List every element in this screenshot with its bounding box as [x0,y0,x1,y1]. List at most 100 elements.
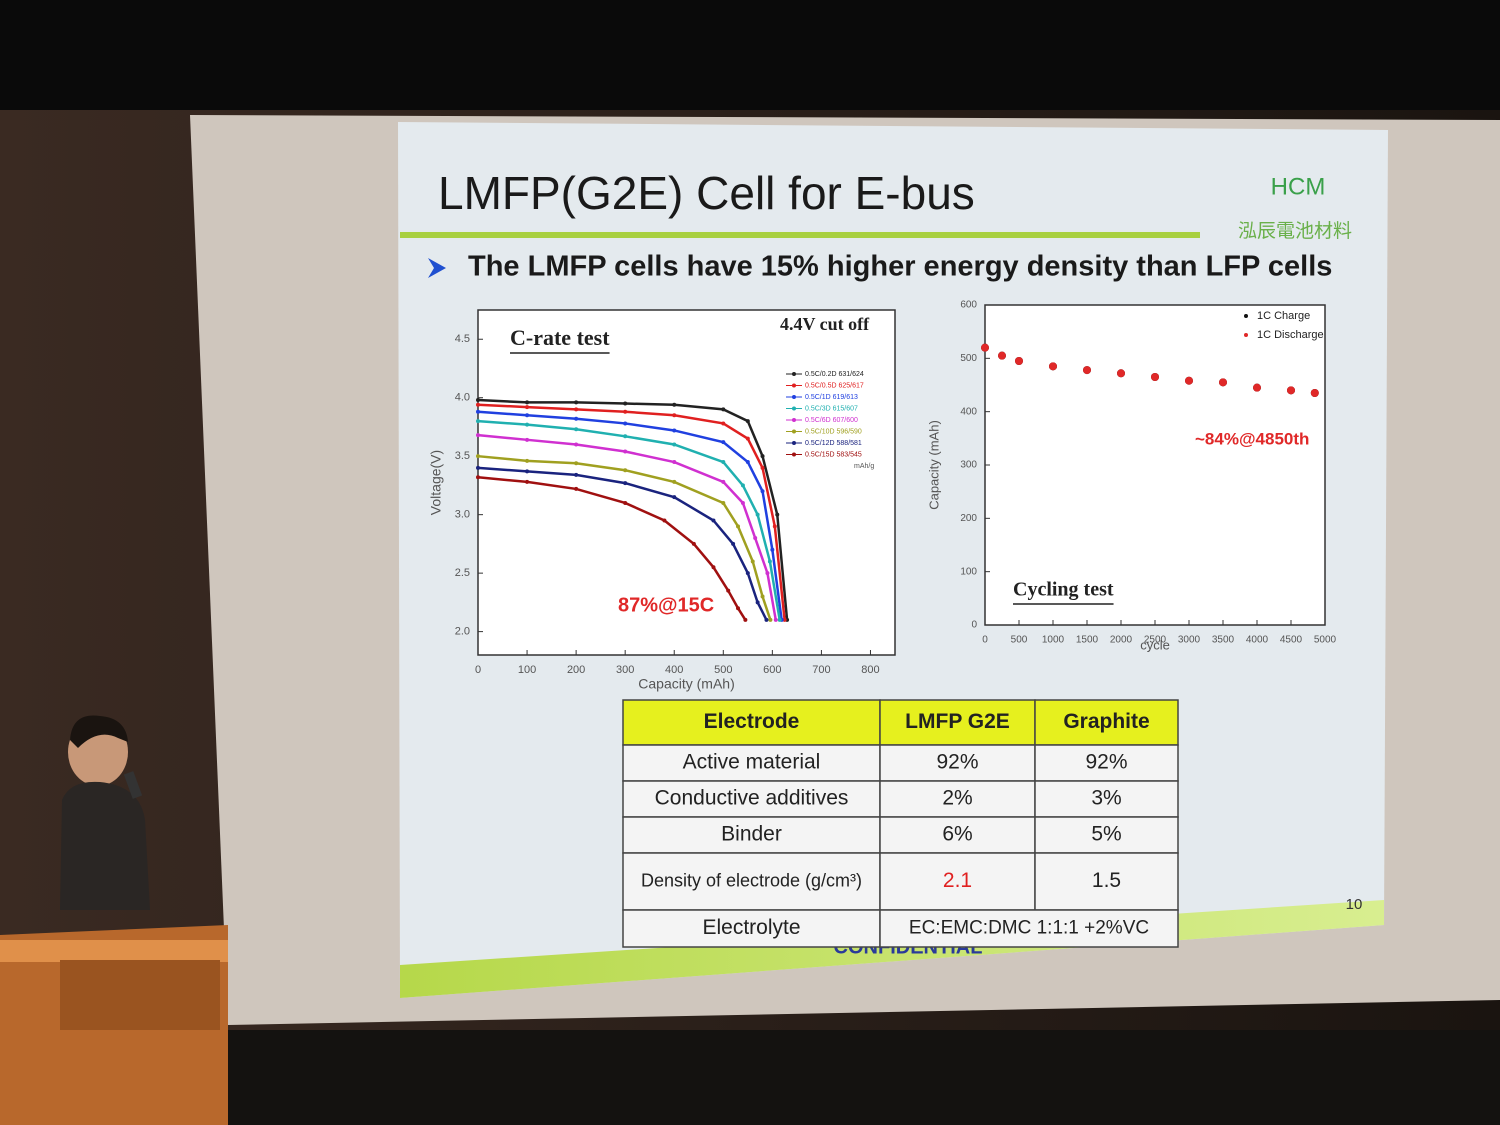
data-point [755,600,760,605]
data-point [476,465,480,470]
data-point [1253,383,1261,392]
table-cell [879,780,1036,818]
data-point [672,402,677,407]
data-point [736,524,741,529]
x-tick-label: 5000 [1314,635,1337,646]
legend-marker [1244,314,1248,318]
data-point [525,479,530,484]
x-tick-label: 3000 [1178,635,1201,646]
table-cell [1034,780,1179,818]
table-text: Electrode [704,710,800,733]
data-point [765,571,770,576]
table-text: Conductive additives [655,787,849,810]
table-cell [879,852,1036,911]
legend-marker [792,383,796,388]
data-point [775,512,780,517]
plot-area [984,304,1326,626]
y-axis-label: Voltage(V) [428,450,444,515]
y-tick-label: 400 [960,406,977,417]
table-text: 1.5 [1092,869,1121,892]
chart-title: C-rate test [510,325,610,350]
y-tick-label: 600 [960,300,977,311]
table-cell [879,909,1179,948]
data-point [981,343,989,352]
legend-label: 0.5C/0.2D 631/624 [805,371,864,378]
legend-marker [792,429,796,434]
data-point [731,541,736,546]
data-point [767,559,772,564]
data-point [574,461,579,466]
presenter [60,715,150,910]
legend-label: 0.5C/3D 615/607 [805,405,858,412]
x-tick-label: 200 [567,664,585,676]
data-point [672,442,677,447]
x-tick-label: 400 [665,664,683,676]
table-text: 2.1 [943,869,972,892]
legend-label: 0.5C/15D 583/545 [805,451,862,458]
data-point [623,481,628,486]
table-text: 5% [1091,823,1121,846]
legend-marker [792,418,796,422]
data-point [1185,376,1193,385]
y-tick-label: 2.5 [455,567,470,579]
company-name: 泓辰電池材料 [1238,220,1352,242]
table-text: 92% [1085,751,1127,774]
table-cell [622,780,881,818]
ceiling [0,0,1500,110]
legend-marker [792,452,796,457]
legend-label: 0.5C/6D 607/600 [805,417,858,424]
data-point [525,437,530,442]
data-point [476,409,480,414]
data-point [998,351,1006,360]
data-point [525,400,530,405]
series-line [477,475,747,621]
data-point [476,402,480,407]
data-point [764,617,769,622]
data-point [768,617,773,622]
table-text: 2% [942,787,972,810]
data-point [574,486,579,491]
x-tick-label: 100 [518,664,536,676]
data-point [760,465,765,470]
series-line [477,454,772,621]
data-point [672,413,677,418]
data-point [726,588,731,593]
x-tick-label: 1500 [1076,635,1099,646]
data-point [672,495,677,500]
table-text: 3% [1091,787,1121,810]
chart: 0 100 200 300 400 500 600 0 500 1000 1500 2000 2500 3… [926,300,1336,653]
data-point [760,454,765,459]
data-point [1151,373,1159,381]
data-point [711,518,716,523]
x-tick-label: 4000 [1246,635,1269,646]
x-tick-label: 1000 [1042,635,1065,646]
table-text: Density of electrode (g/cm³) [641,870,862,890]
data-point [773,617,778,622]
table-cell [622,699,881,746]
data-point [623,421,628,426]
table-text: Binder [721,823,782,846]
table-text: 92% [936,751,978,774]
podium [0,925,228,1125]
x-tick-label: 3500 [1212,635,1235,646]
table-text: EC:EMC:DMC 1:1:1 +2%VC [909,918,1149,939]
x-tick-label: 500 [1011,635,1028,646]
data-point [574,427,579,432]
data-point [745,460,750,465]
data-point [777,617,782,622]
page-number: 10 [1346,896,1363,913]
chart-subtitle: 4.4V cut off [780,314,870,334]
y-tick-label: 4.5 [455,333,470,345]
y-tick-label: 3.0 [455,509,470,521]
series-line [477,403,786,621]
bullet-text: The LMFP cells have 15% higher energy de… [468,251,1332,283]
data-point [672,479,677,484]
x-tick-label: 300 [616,664,634,676]
table-text: Graphite [1063,710,1149,733]
data-point [745,436,750,441]
data-point [711,565,716,570]
data-point [574,416,579,421]
table-cell [1034,852,1179,911]
data-point [753,536,758,541]
